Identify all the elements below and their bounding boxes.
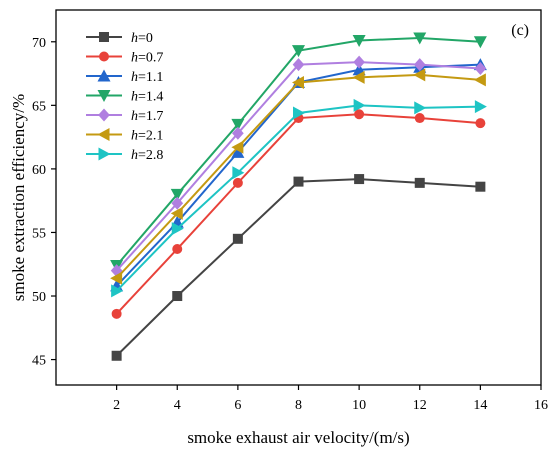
legend-label: h=0 [131,31,153,46]
data-point [171,222,184,236]
series-line [115,73,481,279]
legend-label: h=2.1 [131,129,163,144]
data-point [474,100,487,114]
series-h-0 [111,174,486,361]
data-point [110,271,123,285]
data-point [110,264,123,278]
data-point [354,174,365,185]
data-point [474,61,487,75]
series-line [115,113,481,315]
y-axis-title: smoke extraction efficiency/% [9,94,28,301]
legend: h=0 h=0.7 h=1.1 h=1.4 h=1.7 h=2.1 h=2.8 [86,31,163,163]
data-point [413,68,426,82]
legend-marker [99,32,109,42]
axes-layer: 2 4 6 8 10 12 14 16 45 50 55 60 65 70 [32,36,548,413]
legend-item: h=0 [86,31,153,46]
legend-marker [97,90,111,102]
legend-item: h=1.4 [86,90,163,105]
data-point [172,243,183,254]
y-tick-label: 55 [32,226,46,241]
y-tick-label: 65 [32,99,46,114]
legend-marker [98,108,110,122]
data-point [473,73,486,87]
data-point [475,118,486,129]
data-point [352,35,366,48]
x-tick-label: 16 [534,398,548,413]
x-tick-label: 12 [413,398,427,413]
legend-label: h=1.7 [131,109,163,124]
data-point [292,45,305,58]
legend-marker [99,51,109,62]
y-tick-label: 70 [32,36,46,51]
data-point [111,350,122,361]
x-tick-label: 8 [295,398,302,413]
x-axis-title: smoke exhaust air velocity/(m/s) [187,428,409,447]
legend-item: h=2.1 [86,128,163,144]
data-point [111,284,124,298]
y-tick-label: 60 [32,163,46,178]
legend-item: h=0.7 [86,51,163,66]
data-point [414,113,425,124]
legend-label: h=2.8 [131,148,163,163]
data-point [171,196,184,210]
data-point [111,308,122,319]
legend-label: h=1.1 [131,70,163,85]
data-point [231,140,244,154]
data-point [352,70,365,84]
data-point [475,181,486,192]
series-line [115,104,481,292]
series-h-1-7 [110,55,487,278]
data-point [414,101,427,115]
series-h-2-8 [111,98,487,298]
data-point [231,118,245,131]
data-point [414,177,425,188]
data-point [413,58,426,72]
x-tick-label: 6 [234,398,241,413]
x-tick-label: 2 [113,398,120,413]
series-h-2-1 [110,68,486,285]
series-h-1-4 [110,32,487,273]
data-point [293,106,305,120]
legend-marker [98,147,111,161]
series-line [115,178,481,357]
data-point [170,206,183,220]
legend-item: h=2.8 [86,147,163,163]
legend-marker [97,69,111,82]
legend-item: h=1.7 [86,108,163,124]
x-tick-label: 4 [174,398,181,413]
data-point [232,126,244,140]
legend-label: h=1.4 [131,90,163,105]
series-line [115,63,481,287]
x-tick-label: 14 [473,398,487,413]
data-point [231,145,245,158]
series-layer [110,32,487,361]
x-tick-label: 10 [352,398,366,413]
legend-item: h=1.1 [86,69,163,85]
data-point [413,32,427,45]
y-tick-label: 50 [32,290,46,305]
data-point [232,166,245,180]
y-tick-label: 45 [32,354,46,369]
data-point [292,75,304,89]
data-point [170,188,184,201]
data-point [292,58,305,72]
data-point [354,109,365,120]
data-point [473,36,487,49]
series-h-0-7 [111,109,486,319]
legend-marker [97,128,110,141]
legend-label: h=0.7 [131,51,163,66]
series-line [115,61,481,272]
data-point [232,177,243,188]
data-point [232,233,243,244]
data-point [293,176,304,187]
panel-label: (c) [511,22,529,39]
series-h-1-1 [110,58,487,292]
data-point [353,55,365,69]
data-point [353,98,366,112]
data-point [172,291,183,302]
